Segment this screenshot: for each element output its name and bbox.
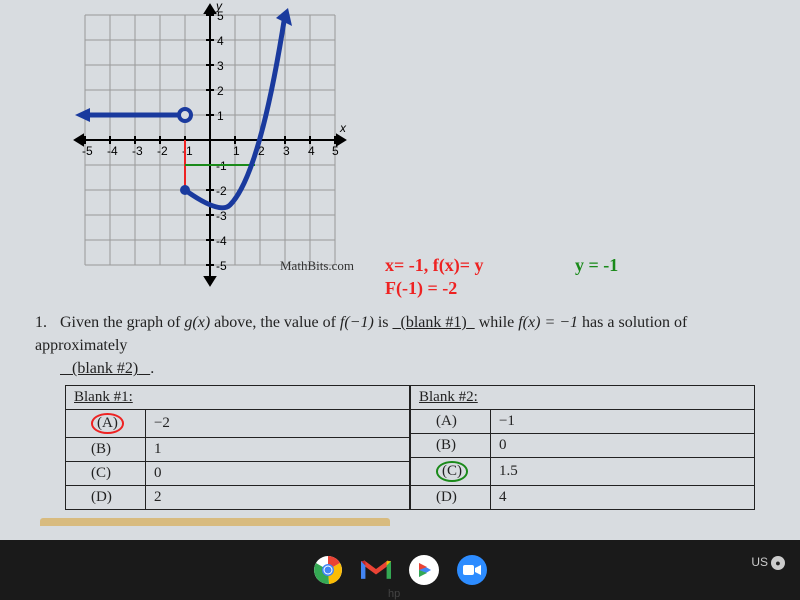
- answer-value: 0: [145, 461, 409, 485]
- svg-text:-1: -1: [182, 144, 193, 158]
- answer-row: (C)0: [66, 461, 410, 485]
- table-blank-2: Blank #2: (A)−1(B)0(C)1.5(D)4: [410, 385, 755, 510]
- gmail-icon[interactable]: [361, 555, 391, 585]
- annotation-red-1: x= -1, f(x)= y: [385, 255, 484, 276]
- question-number: 1.: [35, 311, 60, 334]
- answer-row: (A)−1: [411, 410, 755, 434]
- svg-text:1: 1: [217, 109, 224, 123]
- answer-letter: (D): [411, 485, 491, 509]
- play-icon[interactable]: [409, 555, 439, 585]
- answer-letter: (A): [66, 410, 146, 438]
- answer-row: (D)4: [411, 485, 755, 509]
- svg-text:-3: -3: [216, 209, 227, 223]
- document-page: -5-4-3 -2-1 123 45 543 21 -1-2-3 -4-5 x …: [0, 0, 800, 540]
- chrome-icon[interactable]: [313, 555, 343, 585]
- answer-letter: (C): [66, 461, 146, 485]
- svg-text:y: y: [215, 0, 223, 13]
- answer-row: (B)0: [411, 434, 755, 458]
- notification-badge-icon: ●: [771, 556, 785, 570]
- svg-text:3: 3: [283, 144, 290, 158]
- answer-letter: (A): [411, 410, 491, 434]
- answer-row: (B)1: [66, 437, 410, 461]
- graph-attribution: MathBits.com: [280, 258, 354, 274]
- annotation-green-1: y = -1: [575, 255, 618, 276]
- answer-letter: (C): [411, 458, 491, 486]
- answer-value: −2: [145, 410, 409, 438]
- answer-tables: Blank #1: (A)−2(B)1(C)0(D)2 Blank #2: (A…: [65, 385, 755, 510]
- svg-text:1: 1: [233, 144, 240, 158]
- svg-text:-2: -2: [157, 144, 168, 158]
- svg-text:-4: -4: [107, 144, 118, 158]
- svg-text:2: 2: [217, 84, 224, 98]
- blank-1-placeholder: (blank #1): [392, 314, 474, 331]
- answer-value: −1: [490, 410, 754, 434]
- zoom-icon[interactable]: [457, 555, 487, 585]
- svg-text:4: 4: [217, 34, 224, 48]
- browser-tab-strip: [40, 518, 390, 526]
- svg-text:3: 3: [217, 59, 224, 73]
- svg-text:-3: -3: [132, 144, 143, 158]
- answer-letter: (D): [66, 485, 146, 509]
- svg-text:4: 4: [308, 144, 315, 158]
- table-1-header: Blank #1:: [66, 386, 410, 410]
- answer-row: (A)−2: [66, 410, 410, 438]
- answer-value: 1: [145, 437, 409, 461]
- answer-row: (D)2: [66, 485, 410, 509]
- laptop-brand: hp: [388, 588, 400, 600]
- svg-text:-5: -5: [82, 144, 93, 158]
- question-text: 1.Given the graph of g(x) above, the val…: [35, 311, 755, 381]
- table-2-header: Blank #2:: [411, 386, 755, 410]
- svg-text:-5: -5: [216, 259, 227, 273]
- annotation-red-2: F(-1) = -2: [385, 278, 457, 299]
- svg-text:x: x: [339, 121, 347, 135]
- table-blank-1: Blank #1: (A)−2(B)1(C)0(D)2: [65, 385, 410, 510]
- taskbar-status[interactable]: US●: [751, 555, 785, 570]
- function-graph: -5-4-3 -2-1 123 45 543 21 -1-2-3 -4-5 x …: [70, 0, 350, 290]
- answer-row: (C)1.5: [411, 458, 755, 486]
- answer-value: 4: [490, 485, 754, 509]
- answer-value: 1.5: [490, 458, 754, 486]
- blank-2-placeholder: (blank #2): [60, 360, 150, 377]
- answer-letter: (B): [411, 434, 491, 458]
- answer-value: 2: [145, 485, 409, 509]
- answer-value: 0: [490, 434, 754, 458]
- svg-text:5: 5: [332, 144, 339, 158]
- svg-text:-4: -4: [216, 234, 227, 248]
- svg-text:-2: -2: [216, 184, 227, 198]
- answer-letter: (B): [66, 437, 146, 461]
